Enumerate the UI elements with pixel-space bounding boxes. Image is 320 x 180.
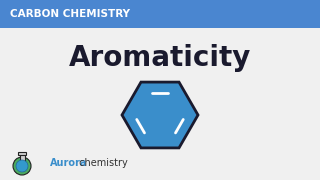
Bar xyxy=(20,154,25,161)
Circle shape xyxy=(16,160,28,172)
Text: Aurora: Aurora xyxy=(50,158,87,168)
Text: CARBON CHEMISTRY: CARBON CHEMISTRY xyxy=(10,9,130,19)
Polygon shape xyxy=(122,82,198,148)
Circle shape xyxy=(13,157,31,175)
Text: chemistry: chemistry xyxy=(76,158,128,168)
Bar xyxy=(0,0,320,28)
Text: Aromaticity: Aromaticity xyxy=(69,44,251,72)
Bar xyxy=(18,152,26,154)
